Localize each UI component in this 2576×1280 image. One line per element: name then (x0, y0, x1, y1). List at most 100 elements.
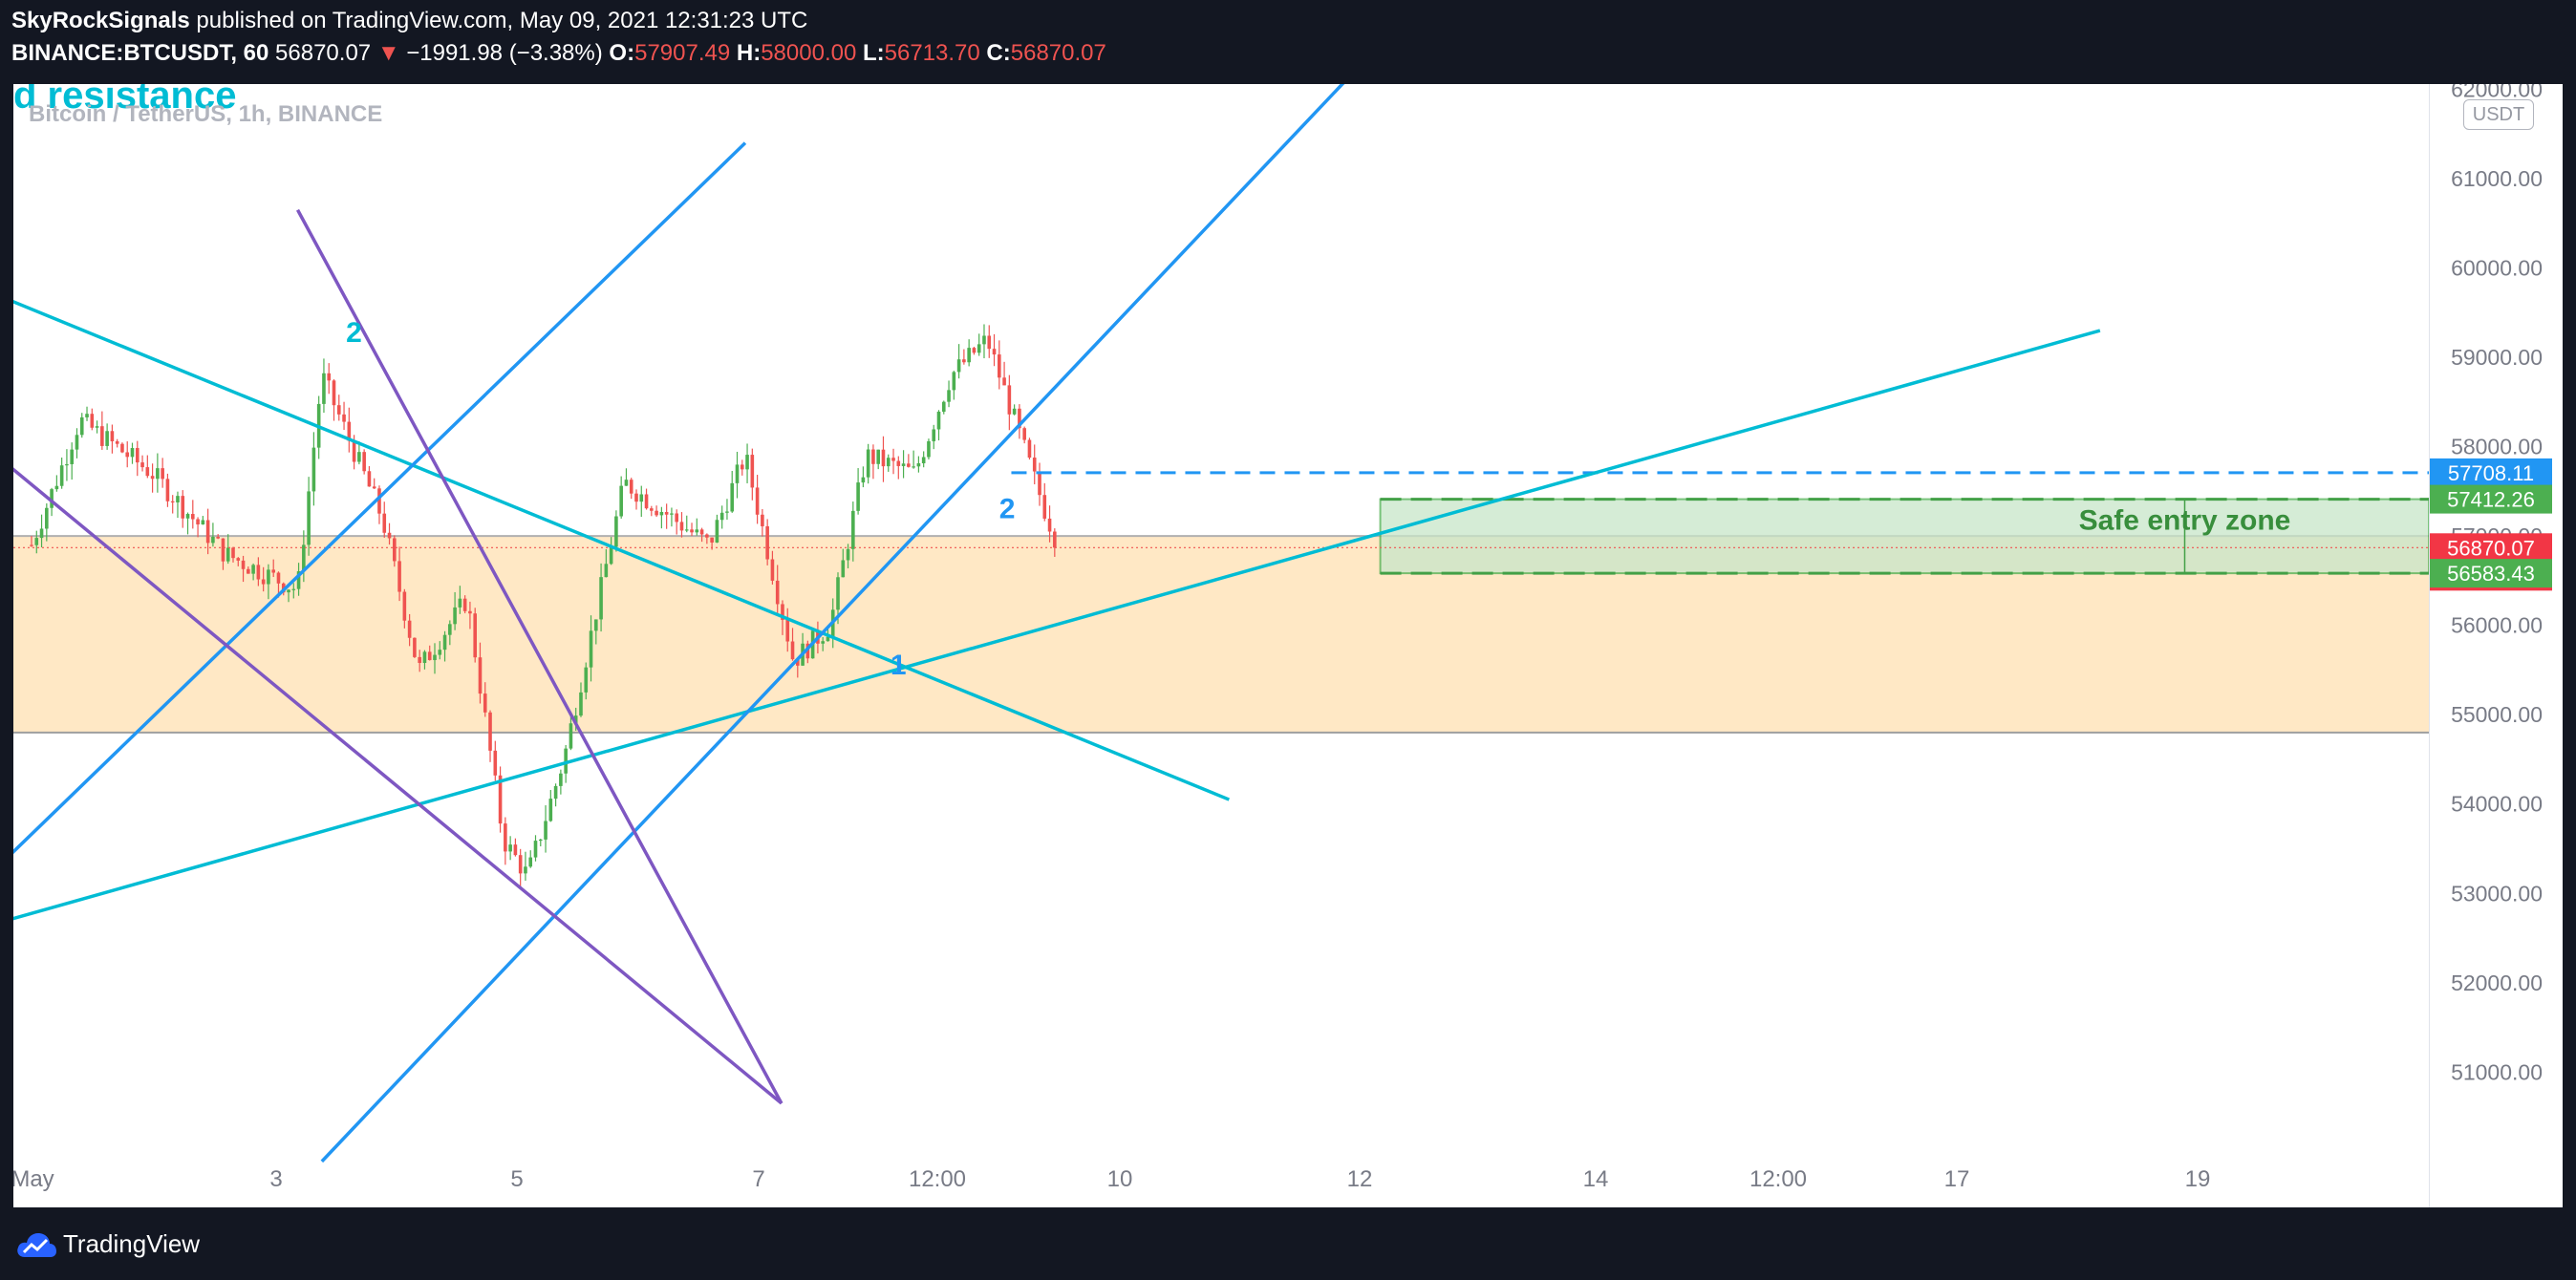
safe-entry-zone-label: Safe entry zone (2079, 505, 2291, 537)
candle-body (468, 610, 472, 614)
candle-body (896, 460, 901, 466)
publish-info: SkyRockSignals published on TradingView.… (11, 8, 807, 34)
candle-body (402, 591, 407, 621)
candle-body (120, 443, 124, 453)
candle-body (362, 452, 366, 472)
candle-body (170, 501, 175, 502)
price-axis-canvas[interactable]: 62000.00 61000.00 60000.00 59000.00 58000.00… (2430, 84, 2564, 1207)
candle-body (1007, 385, 1012, 415)
x-tick-label: 5 (510, 1166, 523, 1192)
candle-body (1012, 408, 1017, 415)
candle-body (256, 565, 261, 580)
candle-body (498, 775, 503, 824)
candle-body (1032, 458, 1037, 472)
wave-label: 1 (891, 650, 907, 681)
author-name[interactable]: SkyRockSignals (11, 8, 190, 33)
candle-body (372, 486, 376, 489)
candle-body (1053, 531, 1057, 548)
trendline (13, 299, 1231, 801)
candle-body (90, 414, 95, 428)
candle-body (34, 538, 39, 545)
candle-body (579, 692, 583, 716)
candle-body (740, 464, 744, 470)
published-text: published on TradingView.com, May 09, 20… (196, 8, 808, 33)
price-axis[interactable]: 62000.00 61000.00 60000.00 59000.00 58000.00… (2429, 84, 2564, 1207)
candle-body (856, 482, 860, 511)
candle-body (79, 416, 84, 436)
candle-body (75, 435, 79, 450)
candle-body (1042, 495, 1047, 519)
down-arrow-icon: ▼ (376, 40, 400, 66)
candle-body (85, 414, 89, 417)
candle-body (962, 359, 966, 363)
candle-body (442, 634, 447, 651)
candle-body (528, 857, 533, 867)
candle-body (735, 464, 740, 483)
candle-body (730, 482, 735, 512)
currency-badge[interactable]: USDT (2463, 99, 2534, 130)
candle-body (932, 429, 936, 441)
candle-body (695, 529, 699, 533)
candle-body (1022, 428, 1026, 440)
candle-body (992, 349, 997, 355)
candle-body (619, 485, 623, 517)
candle-body (548, 799, 553, 821)
candle-body (659, 511, 664, 516)
candle-body (881, 449, 886, 467)
candle-body (952, 372, 956, 391)
candle-body (524, 866, 527, 874)
candle-body (247, 568, 250, 574)
right-border (2563, 84, 2576, 1207)
candle-body (609, 546, 613, 565)
candle-body (261, 579, 266, 585)
tradingview-brand[interactable]: TradingView (63, 1229, 201, 1258)
symbol-description: Bitcoin / TetherUS, 1h, BINANCE (29, 101, 383, 127)
candle-body (1027, 439, 1032, 459)
candle-body (393, 538, 397, 562)
candle-body (826, 636, 830, 642)
candle-body (947, 390, 951, 402)
candle-body (699, 529, 704, 535)
candle-body (715, 520, 719, 543)
y-tick-label: 54000.00 (2451, 792, 2543, 817)
candle-body (710, 537, 714, 543)
x-tick-label: 12:00 (1750, 1166, 1807, 1192)
y-tick-label: 55000.00 (2451, 702, 2543, 727)
candle-body (427, 651, 432, 661)
candle-body (493, 750, 498, 776)
candle-body (161, 468, 164, 480)
candle-body (866, 449, 870, 478)
y-tick-label: 60000.00 (2451, 256, 2543, 281)
candle-body (629, 480, 633, 494)
candle-body (679, 522, 684, 531)
high-label: H: (736, 40, 762, 66)
candle-body (105, 431, 109, 446)
candle-body (205, 520, 210, 544)
candle-body (458, 598, 462, 608)
trendline (13, 329, 2101, 921)
chart-canvas[interactable]: Safe entry zone 2 2 1 May 3 5 7 12:00 10 12 14 12:00… (13, 84, 2429, 1207)
tradingview-cloud-icon[interactable] (15, 1230, 57, 1259)
candle-body (267, 569, 270, 585)
high-value: 58000.00 (761, 40, 857, 66)
trendline (320, 84, 1345, 1163)
candle-body (967, 348, 971, 363)
candle-body (912, 466, 915, 468)
candle-body (352, 440, 356, 462)
x-tick-label: 17 (1944, 1166, 1970, 1192)
candle-body (785, 619, 790, 642)
candle-body (140, 462, 144, 468)
candle-body (216, 536, 220, 539)
candle-body (251, 565, 255, 574)
chart-pane[interactable]: Safe entry zone 2 2 1 May 3 5 7 12:00 10 12 14 12:00… (13, 84, 2429, 1207)
candle-body (504, 823, 507, 852)
candle-body (181, 496, 185, 519)
candle-body (781, 604, 784, 620)
candle-body (165, 479, 170, 501)
candle-body (438, 650, 442, 655)
candle-body (614, 516, 618, 547)
price-badge-label: 56870.07 (2447, 536, 2535, 560)
y-tick-label: 61000.00 (2451, 166, 2543, 191)
candle-body (332, 380, 336, 406)
candle-body (861, 477, 866, 483)
